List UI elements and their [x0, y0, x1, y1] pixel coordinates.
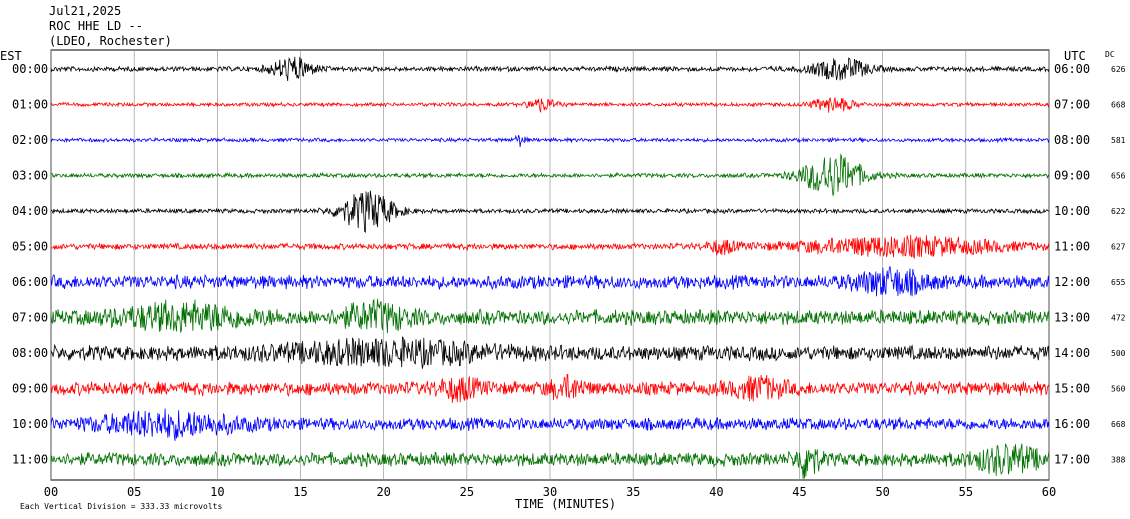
est-hour-label: 11:00 — [12, 453, 48, 467]
trace-line — [50, 298, 1050, 334]
trace-line — [50, 234, 1050, 260]
dc-value-label: 388 — [1111, 456, 1126, 465]
utc-hour-label: 08:00 — [1054, 133, 1090, 147]
grid — [50, 49, 1050, 481]
x-tick-label: 20 — [376, 485, 390, 499]
dc-value-label: 626 — [1111, 65, 1126, 74]
x-tick-label: 45 — [792, 485, 806, 499]
x-tick-label: 10 — [210, 485, 224, 499]
utc-hour-label: 13:00 — [1054, 311, 1090, 325]
dc-value-label: 500 — [1111, 349, 1126, 358]
x-tick-label: 00 — [44, 485, 58, 499]
x-tick-label: 25 — [460, 485, 474, 499]
trace-line — [50, 190, 1050, 234]
est-hour-label: 07:00 — [12, 311, 48, 325]
traces — [50, 56, 1050, 480]
x-tick-label: 15 — [293, 485, 307, 499]
utc-hour-label: 12:00 — [1054, 275, 1090, 289]
utc-hour-label: 11:00 — [1054, 240, 1090, 254]
est-hour-label: 06:00 — [12, 275, 48, 289]
utc-axis-label: UTC — [1064, 49, 1086, 63]
est-hour-label: 02:00 — [12, 133, 48, 147]
est-hour-label: 08:00 — [12, 346, 48, 360]
est-hour-label: 00:00 — [12, 62, 48, 76]
x-axis-label: TIME (MINUTES) — [515, 497, 616, 511]
utc-hour-label: 17:00 — [1054, 453, 1090, 467]
header-station: ROC HHE LD -- — [49, 19, 143, 33]
utc-hour-label: 10:00 — [1054, 204, 1090, 218]
dc-value-label: 581 — [1111, 136, 1126, 145]
x-tick-label: 60 — [1042, 485, 1056, 499]
utc-hour-label: 15:00 — [1054, 382, 1090, 396]
dc-value-label: 655 — [1111, 278, 1126, 287]
dc-value-label: 560 — [1111, 385, 1126, 394]
dc-value-label: 472 — [1111, 314, 1126, 323]
est-hour-label: 10:00 — [12, 417, 48, 431]
est-hour-label: 04:00 — [12, 204, 48, 218]
utc-hour-label: 06:00 — [1054, 62, 1090, 76]
dc-value-label: 668 — [1111, 101, 1126, 110]
trace-line — [50, 373, 1050, 403]
header-network: (LDEO, Rochester) — [49, 34, 172, 48]
dc-axis-label: DC — [1105, 50, 1115, 59]
header-date: Jul21,2025 — [49, 4, 122, 18]
x-tick-label: 30 — [543, 485, 557, 499]
x-tick-label: 05 — [127, 485, 141, 499]
est-hour-label: 09:00 — [12, 382, 48, 396]
x-tick-label: 40 — [709, 485, 723, 499]
dc-value-label: 622 — [1111, 207, 1126, 216]
utc-hour-label: 09:00 — [1054, 169, 1090, 183]
trace-line — [50, 408, 1050, 441]
utc-hour-label: 14:00 — [1054, 346, 1090, 360]
trace-line — [50, 56, 1050, 82]
est-hour-label: 05:00 — [12, 240, 48, 254]
footer-note: Each Vertical Division = 333.33 microvol… — [20, 502, 222, 511]
trace-line — [50, 153, 1050, 197]
trace-line — [50, 443, 1050, 480]
est-axis-label: EST — [0, 49, 22, 63]
trace-line — [50, 134, 1050, 148]
row-labels: 00:00 06:00 626 01:00 07:00 668 02:00 08:00 581 0… — [12, 62, 1126, 467]
utc-hour-label: 16:00 — [1054, 417, 1090, 431]
trace-line — [50, 336, 1050, 369]
est-hour-label: 01:00 — [12, 98, 48, 112]
dc-value-label: 627 — [1111, 243, 1126, 252]
x-tick-label: 55 — [959, 485, 973, 499]
x-ticks: 00 05 10 15 20 25 30 35 40 45 50 55 60 — [44, 485, 1056, 499]
dc-value-label: 668 — [1111, 420, 1126, 429]
utc-hour-label: 07:00 — [1054, 98, 1090, 112]
x-tick-label: 35 — [626, 485, 640, 499]
est-hour-label: 03:00 — [12, 169, 48, 183]
dc-value-label: 656 — [1111, 172, 1126, 181]
trace-line — [50, 266, 1050, 297]
x-tick-label: 50 — [875, 485, 889, 499]
trace-line — [50, 96, 1050, 114]
